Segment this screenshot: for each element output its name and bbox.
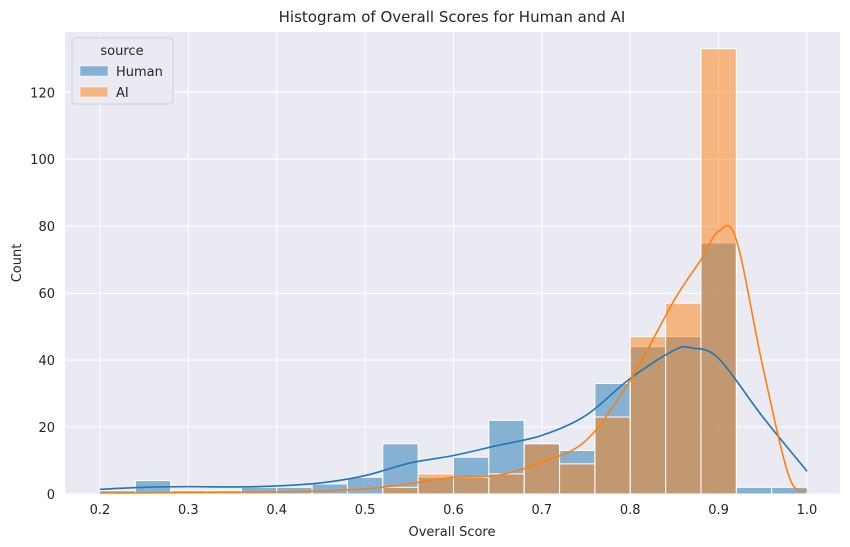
x-tick-label: 0.8 — [620, 503, 641, 518]
y-tick-label: 80 — [38, 220, 55, 235]
legend-swatch-human — [79, 65, 109, 77]
y-tick-label: 60 — [38, 287, 55, 302]
x-tick-label: 0.2 — [90, 503, 111, 518]
bar-ai — [700, 48, 737, 495]
bar-ai — [523, 443, 561, 495]
y-tick-labels: 0 20 40 60 80 100 120 — [30, 86, 55, 503]
legend-label-human: Human — [116, 65, 163, 80]
kde-line-ai — [99, 224, 808, 494]
bar-ai — [382, 486, 419, 495]
chart-title: Histogram of Overall Scores for Human an… — [279, 8, 626, 26]
x-tick-labels: 0.2 0.3 0.4 0.5 0.6 0.7 0.8 0.9 1.0 — [90, 503, 818, 518]
legend: source Human AI — [71, 37, 174, 105]
x-tick-label: 0.3 — [178, 503, 199, 518]
y-tick-label: 40 — [38, 354, 55, 369]
bar-ai — [453, 476, 490, 495]
bar-ai — [488, 473, 525, 495]
legend-title: source — [100, 44, 143, 59]
legend-label-ai: AI — [116, 86, 129, 101]
bar-ai — [629, 336, 667, 495]
x-tick-label: 0.6 — [443, 503, 464, 518]
bar-ai — [559, 463, 596, 495]
y-tick-label: 120 — [30, 86, 55, 101]
y-axis-label: Count — [10, 244, 25, 283]
x-tick-label: 0.4 — [266, 503, 287, 518]
kde-line-human — [99, 345, 808, 491]
bar-human — [771, 486, 808, 495]
bar-ai — [417, 473, 454, 495]
x-axis-label: Overall Score — [408, 525, 495, 540]
bars — [99, 48, 808, 495]
bar-human — [346, 476, 384, 495]
x-tick-label: 0.5 — [355, 503, 376, 518]
bar-human — [311, 483, 348, 495]
y-tick-label: 100 — [30, 153, 55, 168]
x-tick-label: 0.7 — [532, 503, 553, 518]
y-tick-label: 20 — [38, 421, 55, 436]
x-tick-label: 0.9 — [708, 503, 729, 518]
legend-swatch-ai — [79, 86, 109, 98]
bar-ai — [594, 416, 631, 495]
bar-human — [735, 486, 773, 495]
x-tick-label: 1.0 — [797, 503, 818, 518]
y-tick-label: 0 — [47, 488, 55, 503]
kde-lines — [99, 224, 808, 494]
bar-ai — [665, 302, 702, 495]
